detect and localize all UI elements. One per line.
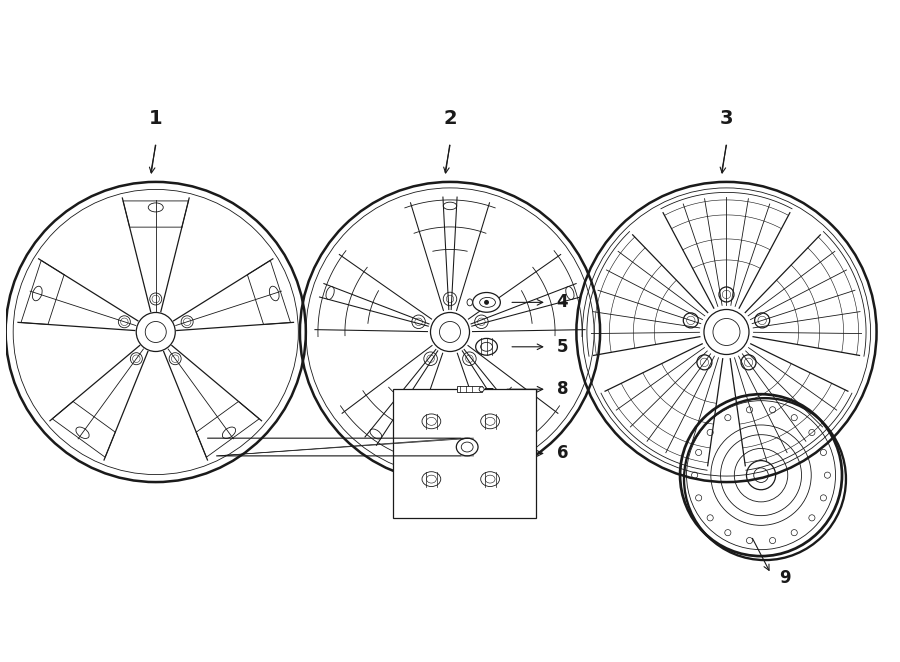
Text: 1: 1 <box>148 109 163 128</box>
Ellipse shape <box>422 414 441 429</box>
Text: 3: 3 <box>720 109 733 128</box>
Text: 6: 6 <box>556 444 568 463</box>
Ellipse shape <box>481 414 500 429</box>
Text: 8: 8 <box>556 380 568 399</box>
Bar <box>392 389 536 518</box>
Text: 2: 2 <box>443 109 457 128</box>
Ellipse shape <box>472 293 500 312</box>
Bar <box>457 387 482 392</box>
Ellipse shape <box>456 438 478 456</box>
Text: 7: 7 <box>483 388 494 403</box>
Text: 4: 4 <box>556 293 568 311</box>
Circle shape <box>484 300 489 305</box>
Circle shape <box>479 387 484 392</box>
Ellipse shape <box>481 472 500 487</box>
Text: 9: 9 <box>778 569 790 587</box>
Ellipse shape <box>467 299 472 306</box>
Ellipse shape <box>476 338 498 355</box>
Ellipse shape <box>422 472 441 487</box>
Text: 5: 5 <box>556 338 568 355</box>
Circle shape <box>684 398 846 560</box>
